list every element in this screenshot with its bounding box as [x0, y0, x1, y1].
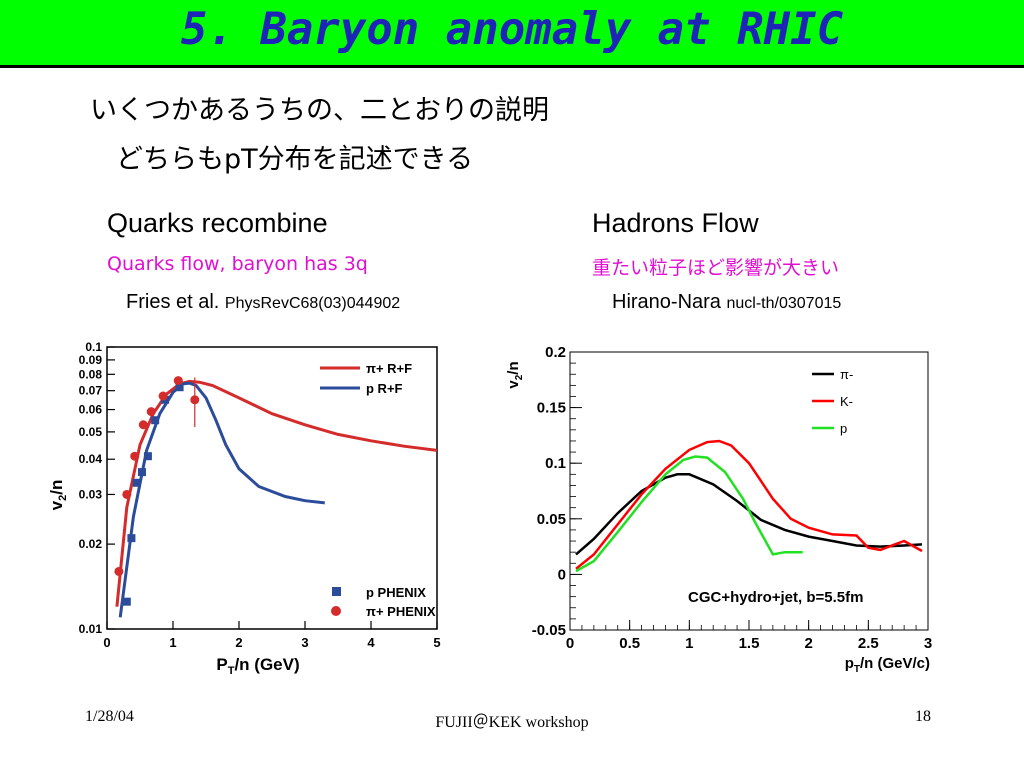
- left-xtick-label: 0: [103, 635, 110, 650]
- left-data-point-circle: [146, 407, 156, 417]
- right-reference: Hirano-Nara nucl-th/0307015: [612, 291, 841, 314]
- right-ytick-label: -0.05: [532, 622, 566, 639]
- right-series-line: [575, 473, 923, 556]
- right-ytick-label: 0.05: [537, 511, 566, 528]
- right-xlabel: pT/n (GeV/c): [845, 655, 930, 675]
- left-legend-label: π+ R+F: [366, 361, 412, 376]
- left-legend-label: π+ PHENIX: [366, 604, 436, 619]
- left-ytick-label: 0.09: [79, 353, 103, 367]
- left-data-point-circle: [122, 489, 132, 499]
- left-xtick-label: 2: [235, 635, 242, 650]
- right-ref-author: Hirano-Nara: [612, 291, 721, 313]
- left-legend-swatch: [331, 606, 341, 616]
- left-ytick-label: 0.01: [79, 622, 103, 636]
- left-data-point-square: [132, 478, 141, 487]
- right-heading: Hadrons Flow: [592, 208, 759, 238]
- right-ref-journal: nucl-th/0307015: [726, 295, 842, 312]
- title-bar: 5. Baryon anomaly at RHIC: [0, 0, 1024, 68]
- right-legend-label: K-: [840, 394, 853, 409]
- left-xtick-label: 1: [169, 635, 176, 650]
- right-annotation: CGC+hydro+jet, b=5.5fm: [688, 589, 863, 606]
- right-ytick-label: 0.1: [545, 455, 566, 472]
- left-data-point-square: [143, 452, 152, 461]
- right-ylabel: v2/n: [505, 361, 525, 388]
- left-data-point-square: [127, 534, 136, 543]
- left-data-point-square: [151, 416, 160, 425]
- right-xtick-label: 2: [804, 635, 812, 652]
- left-data-point-square: [137, 468, 146, 477]
- right-xtick-label: 0: [566, 635, 574, 652]
- right-ytick-label: 0.2: [545, 344, 566, 361]
- left-data-point-square: [122, 597, 131, 606]
- left-data-point-circle: [173, 376, 183, 386]
- left-ytick-label: 0.03: [79, 487, 103, 501]
- left-ref-journal: PhysRevC68(03)044902: [224, 295, 401, 312]
- footer-page-number: 18: [915, 708, 931, 725]
- left-data-point-circle: [138, 420, 148, 430]
- left-legend-label: p R+F: [366, 381, 403, 396]
- right-subheading: 重たい粒子ほど影響が大きい: [592, 257, 840, 279]
- footer-center: FUJII＠KEK workshop: [435, 714, 589, 731]
- left-plot-frame: [106, 346, 438, 630]
- left-legend-swatch: [332, 587, 341, 596]
- left-xtick-label: 3: [301, 635, 308, 650]
- right-xtick-label: 2.5: [858, 635, 879, 652]
- left-reference: Fries et al. PhysRevC68(03)044902: [126, 291, 400, 314]
- left-xtick-label: 4: [367, 635, 375, 650]
- left-ytick-label: 0.02: [79, 537, 103, 551]
- right-xtick-label: 3: [924, 635, 932, 652]
- right-ytick-label: 0.15: [537, 400, 566, 417]
- right-series-line: [575, 439, 923, 570]
- left-ytick-label: 0.04: [79, 452, 103, 466]
- right-xtick-label: 0.5: [619, 635, 640, 652]
- left-ytick-label: 0.06: [79, 403, 103, 417]
- intro-line-2: どちらもpT分布を記述できる: [116, 144, 474, 175]
- left-data-point-circle: [114, 566, 124, 576]
- left-ref-author: Fries et al.: [126, 291, 220, 313]
- left-legend-label: p PHENIX: [366, 585, 426, 600]
- left-xlabel: PT/n (GeV): [216, 655, 299, 677]
- left-series-line: [115, 379, 438, 607]
- left-ylabel: v2/n: [47, 480, 69, 511]
- slide-title: 5. Baryon anomaly at RHIC: [180, 4, 844, 55]
- left-heading: Quarks recombine: [107, 208, 328, 238]
- left-ytick-label: 0.05: [79, 425, 103, 439]
- left-data-point-circle: [130, 451, 140, 461]
- left-ytick-label: 0.07: [79, 384, 103, 398]
- right-ytick-label: 0: [558, 566, 566, 583]
- left-ytick-label: 0.1: [85, 340, 102, 354]
- right-series-line: [575, 455, 803, 573]
- left-data-point-circle: [158, 391, 168, 401]
- right-xtick-label: 1: [685, 635, 693, 652]
- left-subheading: Quarks flow, baryon has 3q: [107, 253, 368, 275]
- right-legend-label: p: [840, 421, 847, 436]
- right-xtick-label: 1.5: [739, 635, 760, 652]
- intro-line-1: いくつかあるうちの、二とおりの説明: [90, 95, 549, 126]
- right-legend-label: π-: [840, 367, 853, 382]
- footer-date: 1/28/04: [85, 708, 134, 725]
- left-data-point-square: [175, 383, 184, 392]
- left-xtick-label: 5: [433, 635, 440, 650]
- left-series-line: [118, 381, 325, 618]
- left-ytick-label: 0.08: [79, 367, 103, 381]
